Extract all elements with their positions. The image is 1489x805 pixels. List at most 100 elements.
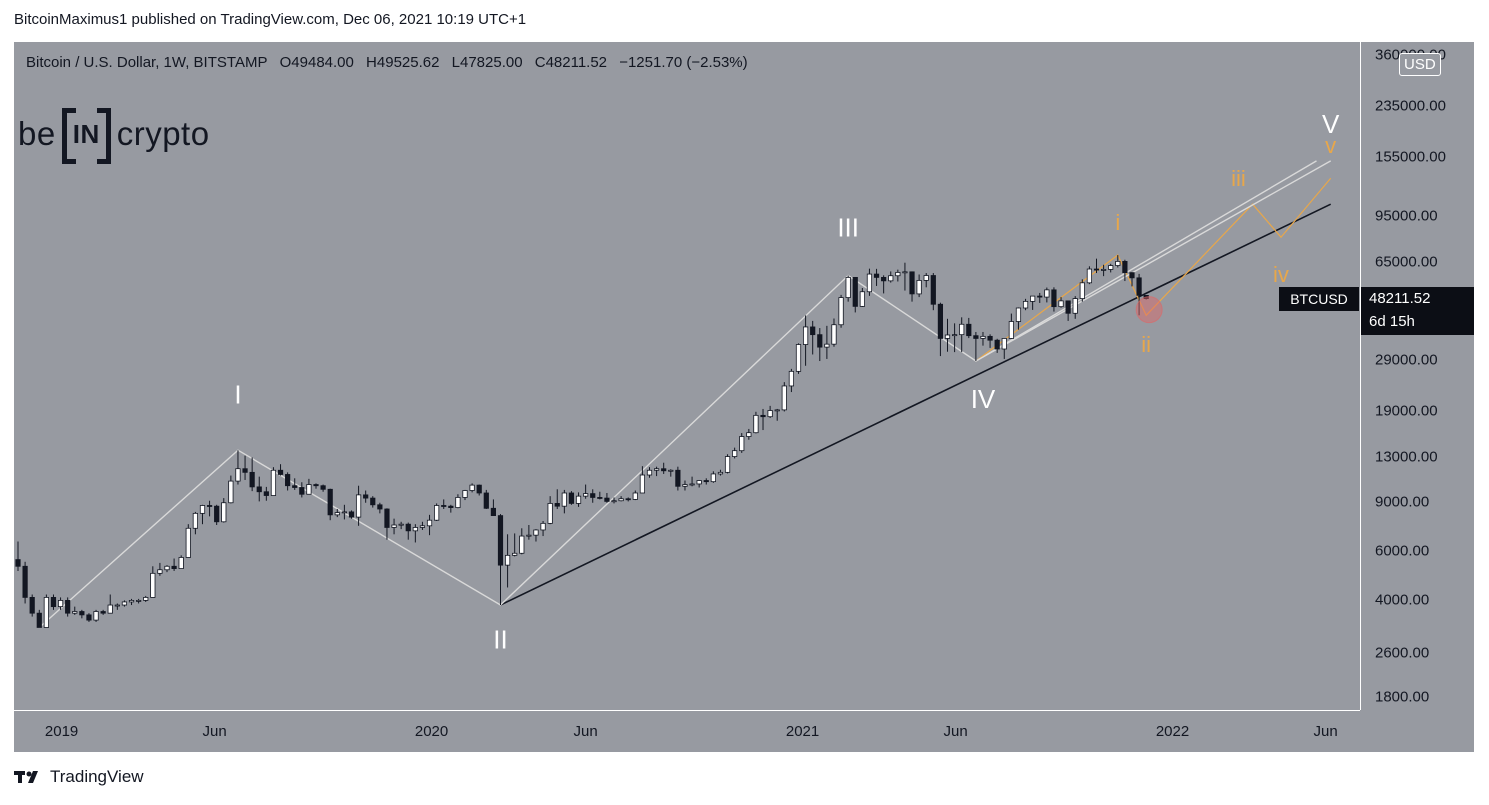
candle-body [873, 273, 880, 278]
candle-body [1115, 261, 1121, 266]
footer-brand[interactable]: TradingView [14, 767, 144, 787]
candle [788, 368, 795, 393]
wave-line-main [38, 160, 1317, 629]
candle-body [426, 519, 433, 527]
candle-body [888, 275, 894, 282]
candle-body [767, 410, 773, 418]
candle-body [36, 612, 42, 628]
candle [568, 491, 575, 505]
candle [497, 514, 504, 606]
candle [689, 476, 695, 487]
candle-body [788, 370, 795, 387]
candle [221, 498, 227, 523]
candle-body [561, 492, 567, 507]
candle [476, 484, 482, 496]
candle-body [242, 468, 248, 473]
candle [526, 524, 532, 540]
candle-body [590, 493, 596, 498]
candle-body [540, 522, 546, 531]
candle [1101, 264, 1107, 277]
candle [1051, 287, 1057, 312]
candle [334, 509, 340, 518]
candle [483, 489, 489, 510]
price-axis[interactable]: 360000.00235000.00155000.0095000.0065000… [1360, 42, 1475, 710]
candle [192, 511, 198, 535]
wave-label-I: I [234, 379, 241, 409]
candle-body [1001, 338, 1007, 350]
wave-label-iv: iv [1273, 262, 1289, 287]
candle-body [774, 409, 780, 412]
candle [696, 479, 702, 488]
candle-body [937, 303, 944, 339]
candle [384, 508, 390, 540]
candle-body [753, 414, 759, 434]
candle [100, 609, 106, 615]
candle [597, 491, 603, 500]
candle [164, 565, 170, 573]
candle [377, 502, 383, 514]
candle-body [341, 511, 347, 514]
candle [561, 489, 567, 514]
y-tick-label: 1800.00 [1375, 688, 1430, 706]
candle [214, 504, 220, 525]
candle-body [270, 469, 277, 496]
candle [866, 268, 873, 296]
candle [313, 483, 319, 489]
candle [504, 534, 511, 588]
candle [1136, 273, 1142, 316]
candle-body [199, 505, 206, 514]
candle-body [483, 492, 489, 509]
candle-body [604, 497, 610, 502]
candle [107, 594, 113, 614]
currency-button[interactable]: USD [1399, 53, 1441, 76]
candle [1037, 292, 1043, 303]
wave-label-III: III [837, 213, 859, 243]
candle [1115, 255, 1121, 268]
last-price-tag: BTCUSD 48211.52 6d 15h [1279, 286, 1474, 335]
candle-body [1072, 298, 1078, 314]
candle [916, 274, 922, 298]
candle [646, 467, 653, 478]
candle-body [235, 468, 241, 482]
candle [171, 558, 177, 571]
candle-body [412, 527, 418, 532]
candle-body [1101, 269, 1107, 271]
candle [43, 594, 49, 628]
candle-body [618, 498, 624, 502]
candle-body [1093, 268, 1100, 271]
candle-body [802, 326, 809, 345]
candle-body [1136, 277, 1142, 296]
candle-body [497, 515, 504, 566]
logo-crypto: crypto [116, 115, 210, 152]
time-axis[interactable]: 2019 Jun 2020 Jun 2021 Jun 2022 Jun [14, 710, 1360, 753]
candle [519, 528, 525, 555]
candle-body [987, 335, 993, 341]
candle [739, 433, 745, 453]
logo-in: IN [61, 108, 111, 164]
candle-body [476, 484, 482, 494]
candle [469, 483, 475, 493]
candle-body [50, 597, 57, 608]
candle [65, 597, 71, 617]
candle-body [1015, 307, 1022, 322]
candle [583, 484, 589, 499]
candle-body [966, 323, 972, 337]
candle-body [959, 323, 965, 336]
candle-body [384, 508, 390, 528]
candle [1086, 266, 1093, 285]
candle [363, 490, 369, 503]
candle [831, 318, 837, 347]
candle-body [221, 502, 227, 523]
candle-body [866, 273, 873, 293]
candle [909, 271, 915, 302]
candle [341, 504, 347, 520]
candle [1008, 313, 1014, 339]
candle [22, 561, 28, 604]
candle-body [512, 552, 518, 556]
candle-body [597, 497, 603, 499]
candle [1122, 259, 1128, 282]
candle-body [930, 275, 936, 305]
